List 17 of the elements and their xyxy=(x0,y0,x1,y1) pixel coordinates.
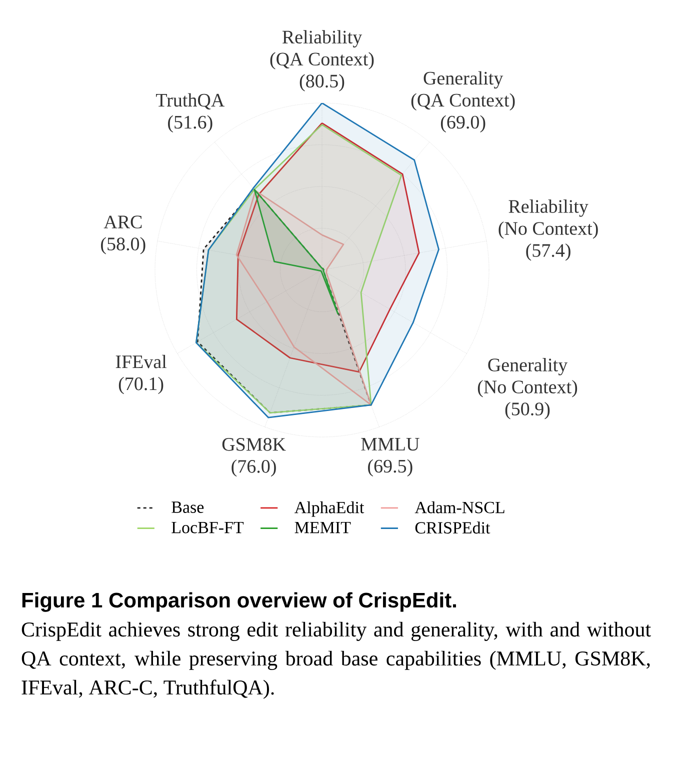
legend-label: Adam-NSCL xyxy=(414,501,504,514)
legend-label: Base xyxy=(172,502,204,513)
spoke-label: ARC (58.0) xyxy=(101,216,146,254)
spoke-label: Reliability (No Context) (57.4) xyxy=(498,200,598,261)
spoke-label: GSM8K (76.0) xyxy=(222,438,286,477)
spoke-label: MMLU (69.5) xyxy=(361,438,420,476)
text: Figure 1 Comparison overview of CrispEdit. xyxy=(22,592,456,612)
legend-label: MEMIT xyxy=(294,522,351,534)
spoke-label: IFEval (70.1) xyxy=(116,354,167,394)
spoke-label: TruthQA (51.6) xyxy=(156,93,225,132)
text: CrispEdit achieves strong edit reliability and generality, with and without QA context, while preserving broad base capabilities (MMLU, GSM8K, IFEval, ARC-C, TruthfulQA). xyxy=(22,622,651,699)
legend-label: LocBF-FT xyxy=(172,522,244,534)
spoke-label: Generality (No Context) (50.9) xyxy=(478,358,578,420)
legend-label: AlphaEdit xyxy=(294,501,364,517)
spoke-label: Reliability (QA Context) (80.5) xyxy=(270,30,374,92)
legend-label: CRISPEdit xyxy=(415,522,490,534)
spoke-label: Generality (QA Context) (69.0) xyxy=(411,71,515,132)
